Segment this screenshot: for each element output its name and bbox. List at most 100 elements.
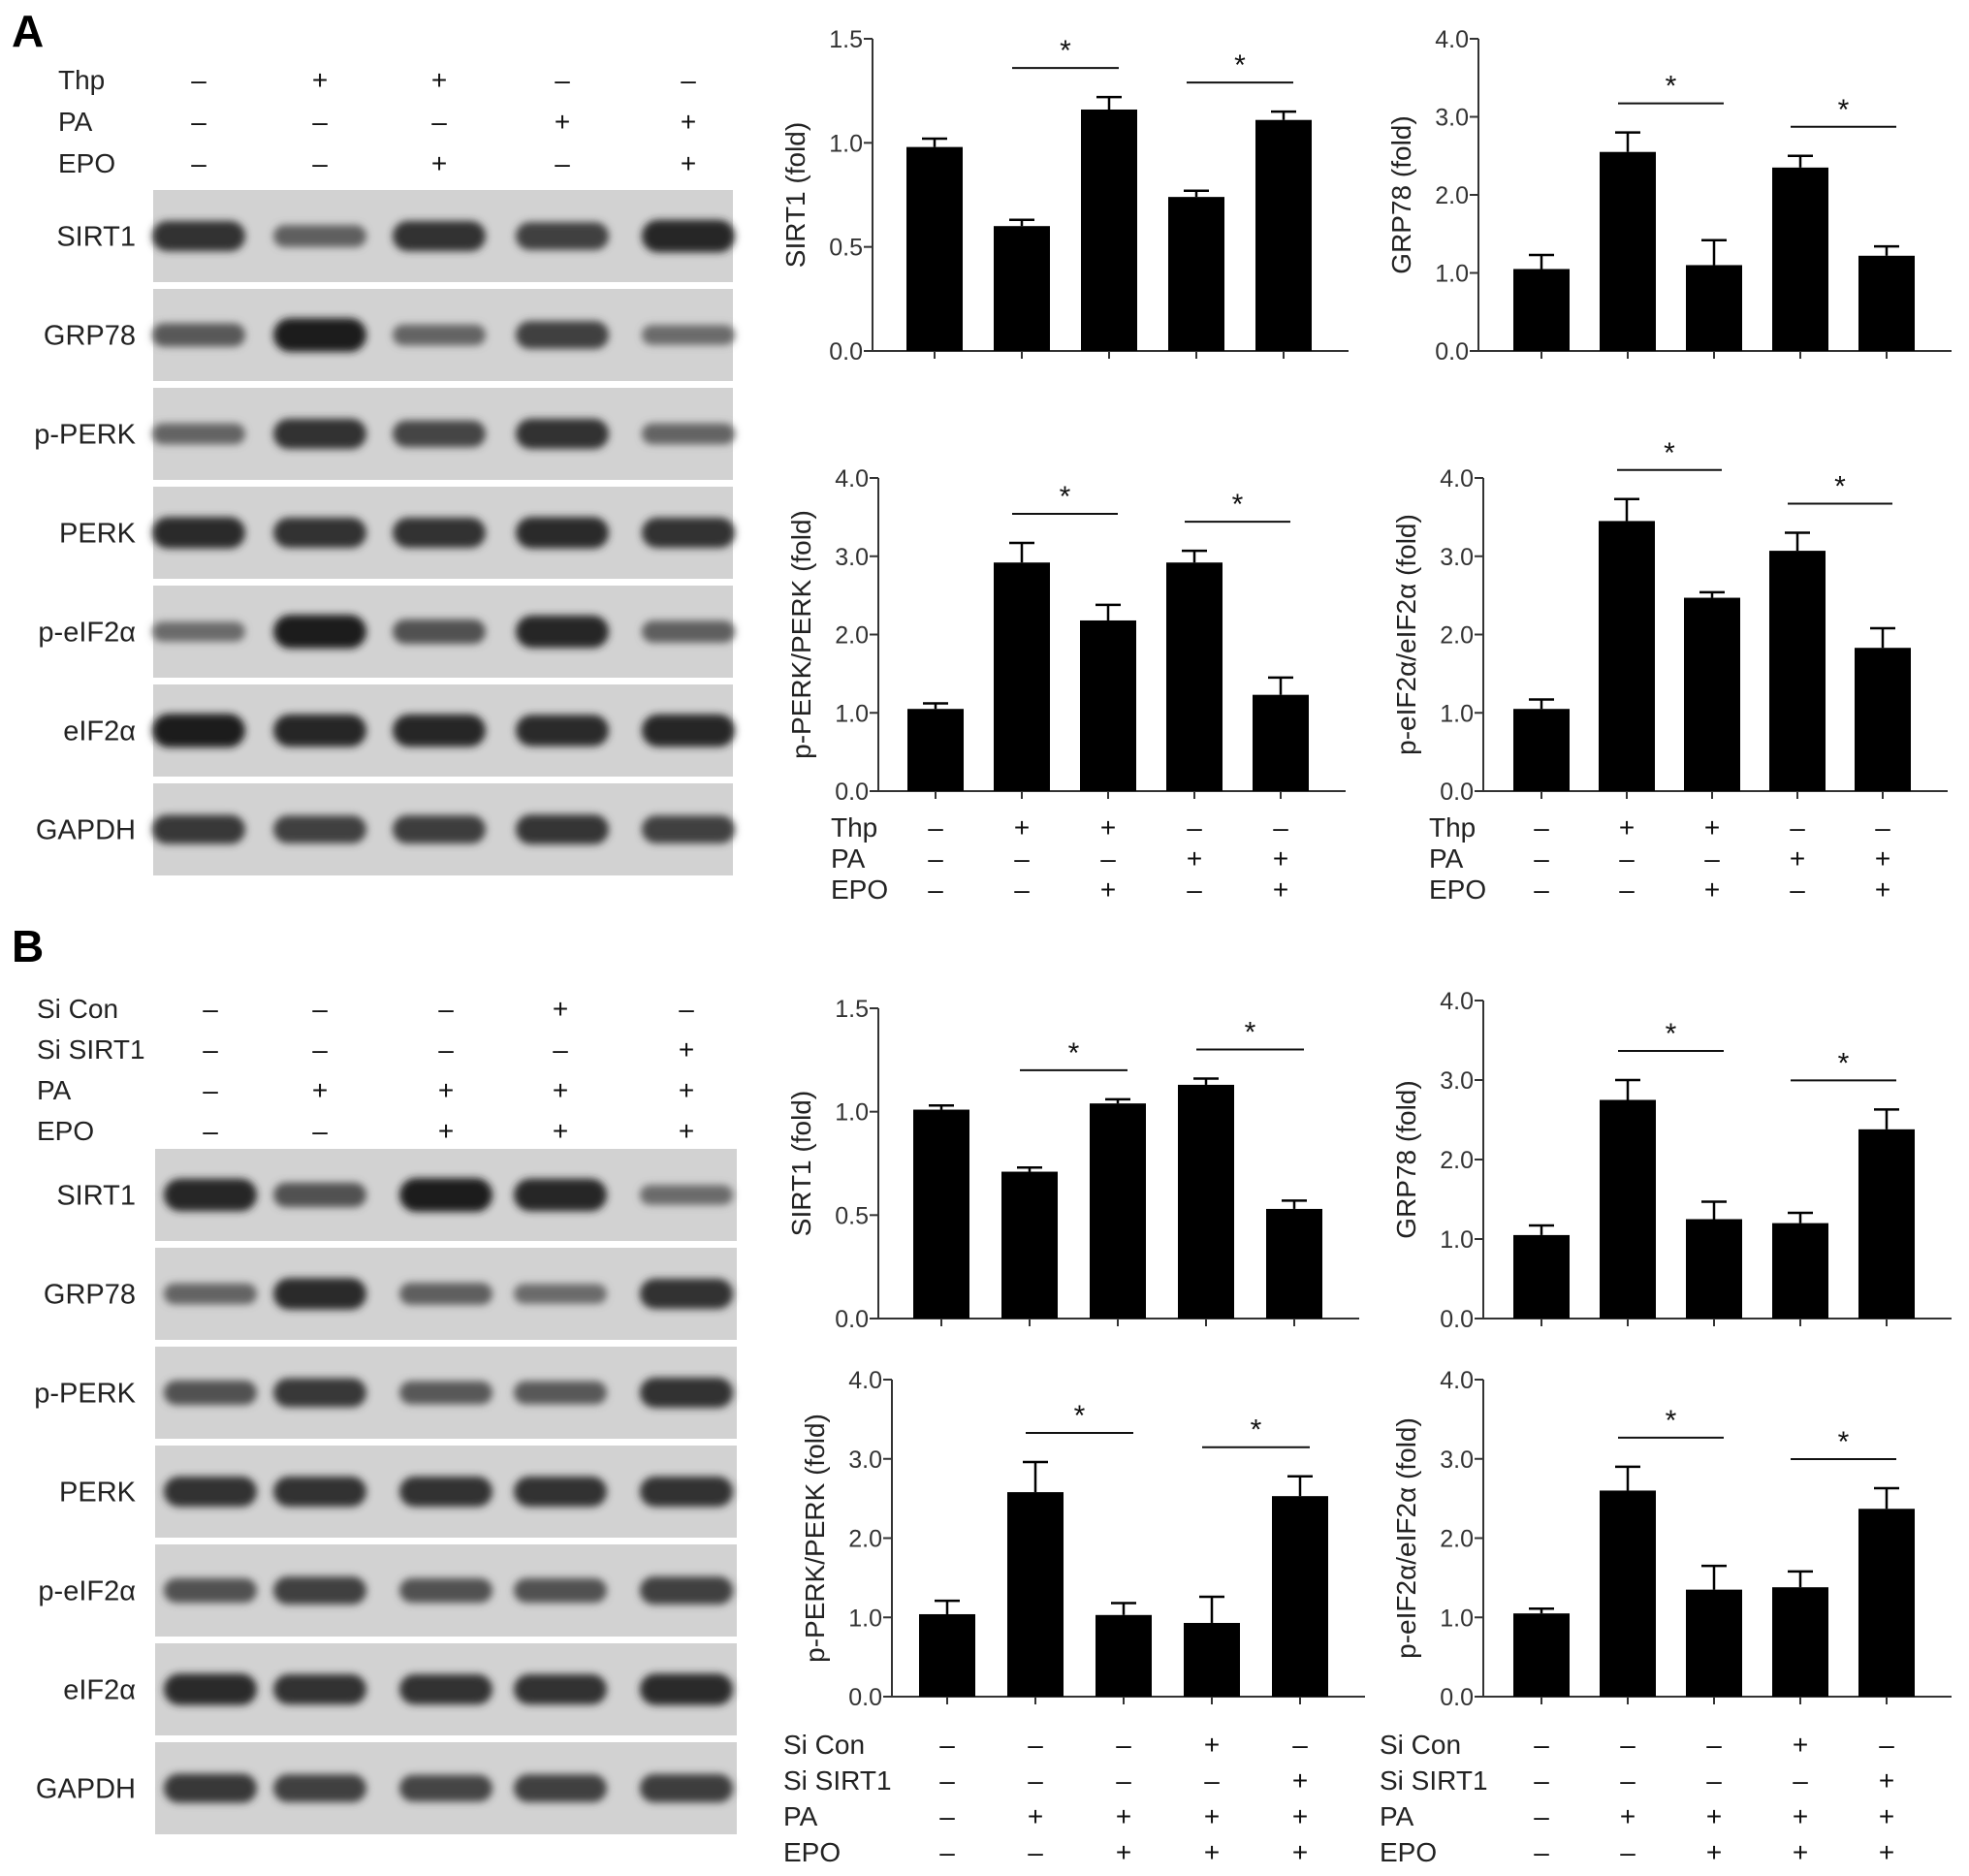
treatment-sign: – — [1534, 812, 1549, 843]
bar — [1599, 521, 1655, 791]
significance-star: * — [1666, 71, 1677, 103]
bar — [1001, 1171, 1058, 1319]
treatment-sign: + — [1204, 1730, 1220, 1760]
treatment-sign: – — [939, 1801, 955, 1831]
treatment-sign: + — [1292, 1765, 1308, 1796]
treatment-sign: + — [1292, 1801, 1308, 1831]
y-tick-label: 3.0 — [1440, 544, 1474, 571]
y-axis-title: p-PERK/PERK (fold) — [800, 1414, 830, 1663]
bar — [1513, 269, 1570, 351]
treatment-sign: + — [681, 107, 696, 137]
bar-chart-b4: 0.0 1.0 2.0 3.0 4.0 p-eIF2α/eIF2α (fold) * * Si … — [1380, 1367, 1952, 1867]
blot-band — [164, 1577, 257, 1604]
bar-chart-b1: 0.0 0.5 1.0 1.5 SIRT1 (fold) * * — [786, 996, 1359, 1333]
treatment-label: PA — [1380, 1801, 1414, 1831]
blot-band — [273, 225, 366, 247]
treatment-sign: – — [438, 994, 454, 1024]
blot-band — [514, 1673, 607, 1705]
bar — [1772, 167, 1828, 351]
treatment-sign: – — [679, 994, 694, 1024]
bar — [1272, 1496, 1328, 1697]
blot-panel-a: A Thp – + + – – PA – – – + + EPO – – + – + SIRT1 GRP78 p-PERK… — [12, 6, 735, 875]
treatment-sign: – — [1619, 843, 1635, 874]
treatment-sign: + — [1116, 1801, 1131, 1831]
bar — [1686, 1219, 1742, 1319]
treatment-sign: – — [203, 1034, 218, 1065]
blot-band — [273, 318, 366, 352]
bar — [1684, 597, 1740, 791]
y-tick-label: 4.0 — [835, 465, 869, 493]
treatment-sign: – — [438, 1034, 454, 1065]
blot-band — [399, 1774, 492, 1802]
blot-band — [399, 1577, 492, 1604]
bar — [1769, 551, 1826, 791]
treatment-sign: – — [203, 1075, 218, 1105]
blot-band — [164, 1673, 257, 1705]
treatment-sign: – — [1620, 1837, 1636, 1867]
blot-strip: GRP78 — [44, 1248, 737, 1340]
treatment-sign: + — [1100, 874, 1116, 905]
treatment-sign: – — [555, 148, 570, 178]
significance-star: * — [1074, 1400, 1086, 1432]
bar — [1600, 1099, 1656, 1319]
blot-band — [393, 619, 486, 645]
treatment-sign: – — [1620, 1765, 1636, 1796]
treatment-sign: + — [1014, 812, 1030, 843]
treatment-sign: – — [1875, 812, 1890, 843]
panel-letter-a: A — [12, 6, 44, 56]
treatment-sign: + — [1292, 1837, 1308, 1867]
treatment-label: Si SIRT1 — [783, 1765, 892, 1796]
blot-band — [642, 517, 735, 549]
bar — [1513, 1234, 1570, 1319]
blot-band — [642, 815, 735, 843]
bar — [1166, 562, 1223, 791]
treatment-sign: + — [1875, 843, 1890, 874]
blot-label: PERK — [59, 1478, 137, 1509]
blot-strip: PERK — [59, 487, 735, 579]
treatment-sign: + — [1879, 1801, 1894, 1831]
y-tick-label: 1.0 — [1440, 700, 1474, 727]
treatment-label: PA — [37, 1075, 72, 1105]
treatment-sign: + — [1793, 1730, 1808, 1760]
treatment-label: EPO — [831, 874, 888, 905]
bar — [1081, 109, 1137, 351]
blot-band — [399, 1178, 492, 1212]
significance-star: * — [1664, 437, 1675, 469]
blot-band — [393, 517, 486, 549]
blot-label: eIF2α — [63, 716, 136, 747]
blot-band — [273, 418, 366, 450]
treatment-sign: – — [1028, 1837, 1043, 1867]
treatment-label: PA — [1429, 843, 1464, 874]
blot-band — [399, 1283, 492, 1305]
blot-strip: p-PERK — [34, 1347, 737, 1439]
treatment-sign: – — [1204, 1765, 1220, 1796]
y-tick-label: 4.0 — [1435, 26, 1469, 53]
blot-band — [273, 1673, 366, 1705]
treatment-sign: + — [1704, 874, 1720, 905]
blot-band — [640, 1476, 733, 1508]
treatment-sign: + — [1116, 1837, 1131, 1867]
y-axis-title: SIRT1 (fold) — [780, 122, 810, 268]
blot-band — [164, 1283, 257, 1305]
treatment-sign: – — [928, 843, 943, 874]
blot-band — [152, 621, 245, 642]
y-tick-label: 1.0 — [1440, 1226, 1474, 1254]
treatment-sign: – — [1534, 874, 1549, 905]
significance-star: * — [1838, 94, 1850, 126]
y-tick-label: 2.0 — [1440, 622, 1474, 650]
treatment-sign: – — [203, 1116, 218, 1146]
blot-band — [642, 714, 735, 747]
y-tick-label: 2.0 — [1440, 1147, 1474, 1174]
treatment-sign: – — [312, 107, 328, 137]
y-tick-label: 0.0 — [848, 1684, 882, 1711]
y-tick-label: 1.0 — [835, 1099, 869, 1127]
panel-letter-b: B — [12, 921, 44, 971]
bar — [1096, 1614, 1152, 1697]
blot-band — [640, 1673, 733, 1705]
bar — [1686, 265, 1742, 351]
significance-star: * — [1245, 1017, 1256, 1049]
y-tick-label: 3.0 — [1435, 105, 1469, 132]
bar-chart-a2: 0.0 1.0 2.0 3.0 4.0 GRP78 (fold) * * — [1386, 26, 1952, 366]
treatment-sign: – — [939, 1730, 955, 1760]
bar — [1513, 1613, 1570, 1697]
